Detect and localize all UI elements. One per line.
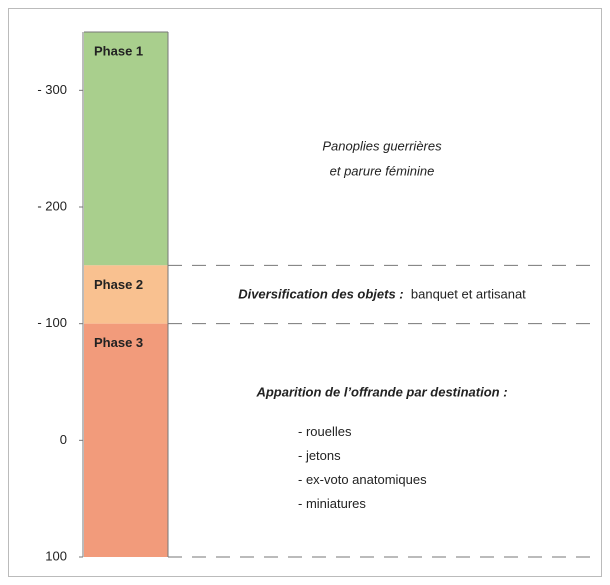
- frame: [8, 8, 602, 577]
- axis-tick-label: 0: [60, 432, 67, 447]
- description-text: banquet et artisanat: [411, 287, 526, 302]
- description-emphasis: Apparition de l’offrande par destination…: [255, 385, 507, 400]
- phase-description: Diversification des objets : banquet et …: [238, 287, 526, 302]
- description-item: - miniatures: [298, 496, 366, 511]
- phase-label: Phase 1: [94, 43, 143, 58]
- description-item: - ex-voto anatomiques: [298, 472, 427, 487]
- phase-description: Panoplies guerrières: [322, 138, 442, 153]
- phase-band: [84, 323, 168, 557]
- phase-band: [84, 265, 168, 324]
- description-item: - rouelles: [298, 424, 352, 439]
- phase-label: Phase 3: [94, 335, 143, 350]
- axis-tick-label: - 300: [37, 82, 67, 97]
- axis-tick-label: - 100: [37, 315, 67, 330]
- phase-description: Apparition de l’offrande par destination…: [255, 385, 507, 400]
- axis-tick-label: - 200: [37, 198, 67, 213]
- phase-band: [84, 32, 168, 266]
- axis-tick-label: 100: [45, 548, 67, 563]
- phase-description: et parure féminine: [330, 163, 435, 178]
- phase-label: Phase 2: [94, 277, 143, 292]
- description-item: - jetons: [298, 448, 341, 463]
- description-emphasis: Diversification des objets :: [238, 287, 403, 302]
